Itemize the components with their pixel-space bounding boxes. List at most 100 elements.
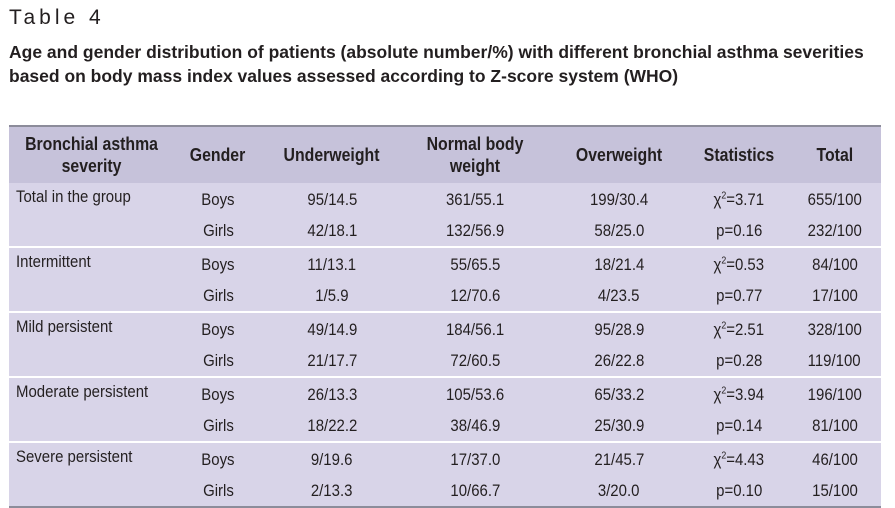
overweight-value: 21/45.7 — [594, 449, 644, 469]
table-number-label: Table 4 — [9, 6, 105, 29]
total-cell: 232/100 — [788, 216, 881, 247]
severity-cell: Total in the group — [9, 183, 175, 217]
header-severity-line2: severity — [62, 156, 122, 176]
total-cell: 84/100 — [788, 246, 881, 282]
total-value: 196/100 — [807, 384, 862, 404]
normal-weight-cell: 10/66.7 — [403, 476, 548, 506]
table-row: Intermittent Boys 11/13.1 55/65.5 18/21.4 χ2=… — [9, 246, 881, 282]
underweight-value: 18/22.2 — [307, 416, 357, 436]
total-value: 232/100 — [807, 221, 862, 241]
chi-square-value: =4.43 — [726, 449, 765, 469]
normal-weight-cell: 105/53.6 — [403, 376, 548, 412]
normal-weight-value: 132/56.9 — [446, 221, 505, 241]
total-cell: 81/100 — [788, 411, 881, 442]
severity-label: Total in the group — [16, 187, 131, 206]
underweight-value: 9/19.6 — [311, 449, 353, 469]
table-body: Total in the group Boys 95/14.5 361/55.1 199… — [9, 183, 881, 506]
p-value: p=0.77 — [715, 286, 763, 306]
underweight-value: 49/14.9 — [307, 319, 357, 339]
underweight-cell: 26/13.3 — [261, 376, 403, 412]
gender-cell: Girls — [175, 216, 261, 247]
overweight-value: 18/21.4 — [594, 254, 644, 274]
severity-label: Mild persistent — [16, 317, 113, 336]
normal-weight-value: 184/56.1 — [446, 319, 505, 339]
chi-symbol: χ — [713, 384, 722, 404]
severity-cell-empty — [9, 411, 175, 442]
severity-label: Moderate persistent — [16, 382, 149, 401]
p-value-cell: p=0.14 — [690, 411, 788, 442]
table-row: Total in the group Boys 95/14.5 361/55.1 199… — [9, 183, 881, 217]
gender-value: Girls — [202, 351, 234, 371]
normal-weight-value: 55/65.5 — [450, 254, 501, 274]
table-caption: Age and gender distribution of patients … — [9, 42, 864, 86]
table-row: Mild persistent Boys 49/14.9 184/56.1 95/28.… — [9, 311, 881, 347]
overweight-value: 95/28.9 — [594, 319, 644, 339]
table-header-row: Bronchial asthma severity Gender Underwe… — [9, 127, 881, 183]
underweight-cell: 11/13.1 — [261, 246, 403, 282]
underweight-cell: 42/18.1 — [261, 216, 403, 247]
gender-cell: Girls — [175, 346, 261, 377]
header-statistics-label: Statistics — [703, 145, 775, 165]
header-normal-line2: weight — [450, 156, 501, 176]
gender-cell: Girls — [175, 411, 261, 442]
header-severity: Bronchial asthma severity — [9, 127, 175, 183]
gender-value: Boys — [201, 319, 235, 339]
total-cell: 15/100 — [788, 476, 881, 506]
chi-power: 2 — [721, 320, 727, 332]
header-normal-weight: Normal body weight — [403, 127, 548, 183]
total-value: 328/100 — [807, 319, 862, 339]
chi-square-value: =2.51 — [726, 319, 765, 339]
header-total: Total — [788, 127, 881, 183]
normal-weight-cell: 132/56.9 — [403, 216, 548, 247]
normal-weight-value: 72/60.5 — [450, 351, 501, 371]
underweight-value: 26/13.3 — [307, 384, 357, 404]
normal-weight-cell: 38/46.9 — [403, 411, 548, 442]
overweight-cell: 3/20.0 — [548, 476, 690, 506]
overweight-value: 3/20.0 — [598, 481, 640, 501]
gender-cell: Boys — [175, 246, 261, 282]
underweight-value: 11/13.1 — [307, 254, 357, 274]
severity-cell: Moderate persistent — [9, 376, 175, 412]
table-row: Girls 1/5.9 12/70.6 4/23.5 p=0.77 17/100 — [9, 281, 881, 312]
chi-symbol: χ — [713, 449, 722, 469]
total-value: 119/100 — [808, 351, 861, 371]
chi-square-value: =3.71 — [726, 189, 765, 209]
p-value-cell: p=0.16 — [690, 216, 788, 247]
p-value: p=0.10 — [715, 481, 763, 501]
table-row: Severe persistent Boys 9/19.6 17/37.0 21/45.… — [9, 441, 881, 477]
underweight-cell: 95/14.5 — [261, 183, 403, 217]
chi-square-cell: χ2=3.94 — [690, 376, 788, 412]
overweight-cell: 65/33.2 — [548, 376, 690, 412]
underweight-cell: 1/5.9 — [261, 281, 403, 312]
table-row: Girls 18/22.2 38/46.9 25/30.9 p=0.14 81/100 — [9, 411, 881, 442]
gender-value: Boys — [201, 254, 235, 274]
gender-value: Boys — [201, 384, 235, 404]
total-value: 655/100 — [807, 189, 862, 209]
normal-weight-cell: 184/56.1 — [403, 311, 548, 347]
header-severity-line1: Bronchial asthma — [25, 134, 159, 154]
severity-cell: Intermittent — [9, 246, 175, 282]
table-row: Girls 21/17.7 72/60.5 26/22.8 p=0.28 119/100 — [9, 346, 881, 377]
chi-power: 2 — [721, 450, 727, 462]
gender-value: Girls — [202, 286, 234, 306]
overweight-value: 25/30.9 — [594, 416, 644, 436]
chi-symbol: χ — [713, 319, 722, 339]
severity-label: Severe persistent — [16, 447, 133, 466]
severity-cell: Mild persistent — [9, 311, 175, 347]
normal-weight-value: 361/55.1 — [446, 189, 505, 209]
severity-cell: Severe persistent — [9, 441, 175, 477]
chi-symbol: χ — [713, 254, 722, 274]
header-underweight: Underweight — [261, 127, 403, 183]
data-table-container: Bronchial asthma severity Gender Underwe… — [9, 125, 881, 508]
overweight-cell: 199/30.4 — [548, 183, 690, 217]
normal-weight-value: 10/66.7 — [450, 481, 501, 501]
chi-power: 2 — [721, 190, 727, 202]
underweight-value: 95/14.5 — [307, 189, 357, 209]
gender-cell: Boys — [175, 376, 261, 412]
severity-cell-empty — [9, 216, 175, 247]
header-overweight-label: Overweight — [575, 145, 663, 165]
chi-square-cell: χ2=2.51 — [690, 311, 788, 347]
chi-square-value: =3.94 — [726, 384, 765, 404]
underweight-cell: 2/13.3 — [261, 476, 403, 506]
total-cell: 196/100 — [788, 376, 881, 412]
